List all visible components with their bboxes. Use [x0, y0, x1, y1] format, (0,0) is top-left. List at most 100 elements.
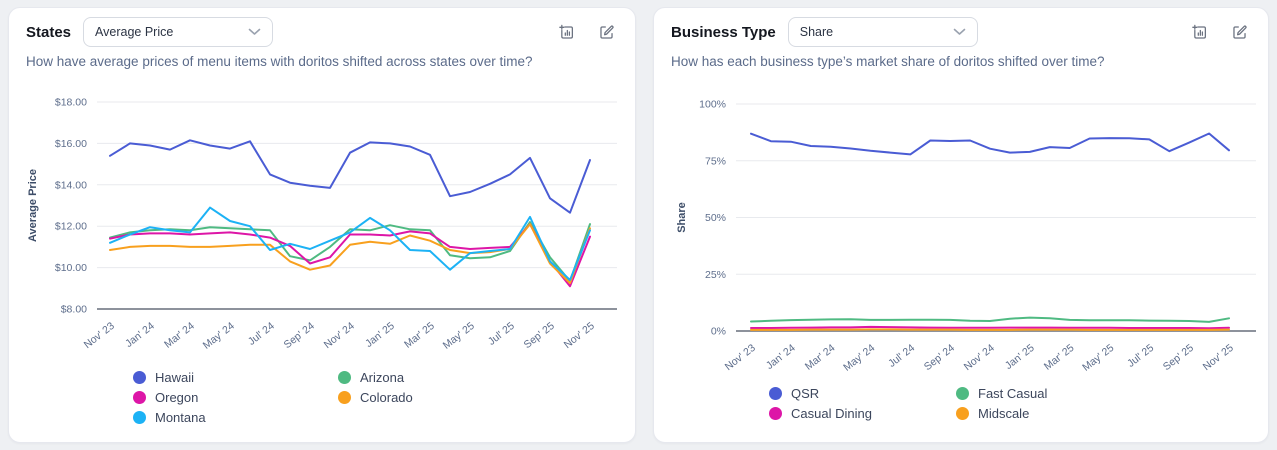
legend-dot-icon — [769, 407, 782, 420]
legend-item-oregon[interactable]: Oregon — [133, 390, 338, 405]
states-line-chart: $18.00 $16.00 $14.00 $12.00 $10.00 $8.00 Nov' … — [27, 97, 617, 352]
question-text: How have average prices of menu items wi… — [26, 54, 533, 69]
series-line-qsr — [750, 132, 1230, 156]
metric-dropdown[interactable]: Average Price — [83, 17, 274, 47]
x-tick-label: Sep' 25 — [522, 320, 557, 351]
series-line-casual-dining — [750, 325, 1230, 330]
legend-dot-icon — [956, 387, 969, 400]
edit-question-button[interactable] — [1231, 24, 1248, 41]
chevron-down-icon — [248, 28, 261, 35]
series-line-fast-casual — [750, 316, 1230, 323]
x-tick-label: Nov' 24 — [322, 320, 357, 351]
y-tick-label: $14.00 — [55, 179, 87, 191]
x-tick-label: Nov' 24 — [962, 342, 997, 373]
legend-item-midscale[interactable]: Midscale — [956, 406, 1047, 421]
panel-title: States — [26, 23, 72, 41]
x-tick-label: Mar' 24 — [162, 320, 197, 351]
x-tick-label: Jul' 24 — [886, 342, 917, 370]
states-chart-legend: Hawaii Arizona Oregon Colorado Montana — [133, 370, 413, 425]
y-tick-label: 50% — [705, 212, 726, 224]
legend-dot-icon — [769, 387, 782, 400]
export-chart-button[interactable] — [558, 24, 575, 41]
series-line-oregon — [109, 223, 591, 288]
chart-export-icon — [559, 24, 574, 39]
legend-label: Colorado — [360, 390, 413, 405]
dropdown-value: Share — [799, 25, 834, 39]
business-type-chart-legend: QSR Fast Casual Casual Dining Midscale — [769, 386, 1047, 421]
question-text: How has each business type’s market shar… — [671, 54, 1105, 69]
edit-question-button[interactable] — [598, 24, 615, 41]
legend-item-montana[interactable]: Montana — [133, 410, 338, 425]
x-tick-label: Jan' 24 — [123, 320, 157, 350]
x-tick-label: Nov' 25 — [1201, 342, 1236, 373]
legend-label: Montana — [155, 410, 206, 425]
x-tick-label: Jul' 24 — [246, 320, 277, 348]
legend-item-casual-dining[interactable]: Casual Dining — [769, 406, 956, 421]
legend-item-colorado[interactable]: Colorado — [338, 390, 413, 405]
legend-item-arizona[interactable]: Arizona — [338, 370, 413, 385]
legend-label: Casual Dining — [791, 406, 872, 421]
chart-export-icon — [1192, 24, 1207, 39]
legend-label: Oregon — [155, 390, 199, 405]
business-type-panel: Business Type Share How has — [653, 7, 1269, 443]
series-line-midscale — [750, 328, 1230, 331]
x-tick-label: Nov' 23 — [82, 320, 117, 351]
header-icons — [1191, 24, 1248, 41]
x-tick-label: Sep' 24 — [922, 342, 957, 373]
legend-dot-icon — [956, 407, 969, 420]
business-type-line-chart: 100%75%50%25%0%Nov' 23 Jan' 24 Mar' 24 May'… — [676, 99, 1256, 374]
y-axis-title: Share — [676, 202, 688, 233]
legend-label: Arizona — [360, 370, 405, 385]
y-tick-label: $8.00 — [61, 304, 87, 316]
y-tick-label: $10.00 — [55, 262, 87, 274]
x-tick-label: Nov' 25 — [562, 320, 597, 351]
series-line-montana — [109, 206, 591, 281]
x-tick-label: May' 24 — [841, 342, 877, 374]
x-tick-label: May' 25 — [441, 320, 477, 352]
panel-title: Business Type — [671, 23, 776, 41]
y-tick-label: 100% — [699, 99, 726, 111]
x-tick-label: Jan' 24 — [764, 342, 798, 372]
y-tick-label: $18.00 — [55, 97, 87, 109]
legend-item-qsr[interactable]: QSR — [769, 386, 956, 401]
x-tick-label: May' 25 — [1080, 342, 1116, 374]
legend-item-fast-casual[interactable]: Fast Casual — [956, 386, 1047, 401]
series-line-hawaii — [109, 139, 591, 214]
y-tick-label: 0% — [711, 326, 726, 338]
x-tick-label: Sep' 25 — [1161, 342, 1196, 373]
legend-dot-icon — [133, 371, 146, 384]
panel-header: Business Type Share — [671, 17, 1248, 47]
metric-dropdown[interactable]: Share — [787, 17, 978, 47]
series-line-arizona — [109, 221, 591, 283]
y-tick-label: 25% — [705, 269, 726, 281]
edit-icon — [600, 25, 614, 39]
x-tick-label: Jan' 25 — [363, 320, 397, 350]
x-tick-label: Sep' 24 — [282, 320, 317, 351]
legend-label: Fast Casual — [978, 386, 1048, 401]
chevron-down-icon — [953, 28, 966, 35]
legend-dot-icon — [133, 391, 146, 404]
x-tick-label: Mar' 24 — [803, 342, 838, 373]
edit-icon — [1233, 25, 1247, 39]
x-tick-label: Jul' 25 — [486, 320, 517, 348]
y-tick-label: $16.00 — [55, 138, 87, 150]
x-tick-label: May' 24 — [201, 320, 237, 352]
states-panel: States Average Price How ha — [8, 7, 636, 443]
legend-label: Midscale — [978, 406, 1030, 421]
dropdown-value: Average Price — [95, 25, 174, 39]
panel-header: States Average Price — [26, 17, 615, 47]
header-icons — [558, 24, 615, 41]
x-tick-label: Nov' 23 — [723, 342, 758, 373]
y-tick-label: 75% — [705, 155, 726, 167]
x-tick-label: Mar' 25 — [402, 320, 437, 351]
legend-label: Hawaii — [155, 370, 195, 385]
y-tick-label: $12.00 — [55, 221, 87, 233]
export-chart-button[interactable] — [1191, 24, 1208, 41]
legend-dot-icon — [338, 371, 351, 384]
legend-dot-icon — [338, 391, 351, 404]
x-tick-label: Jul' 25 — [1125, 342, 1156, 370]
legend-item-hawaii[interactable]: Hawaii — [133, 370, 338, 385]
legend-dot-icon — [133, 411, 146, 424]
x-tick-label: Mar' 25 — [1042, 342, 1077, 373]
legend-label: QSR — [791, 386, 820, 401]
